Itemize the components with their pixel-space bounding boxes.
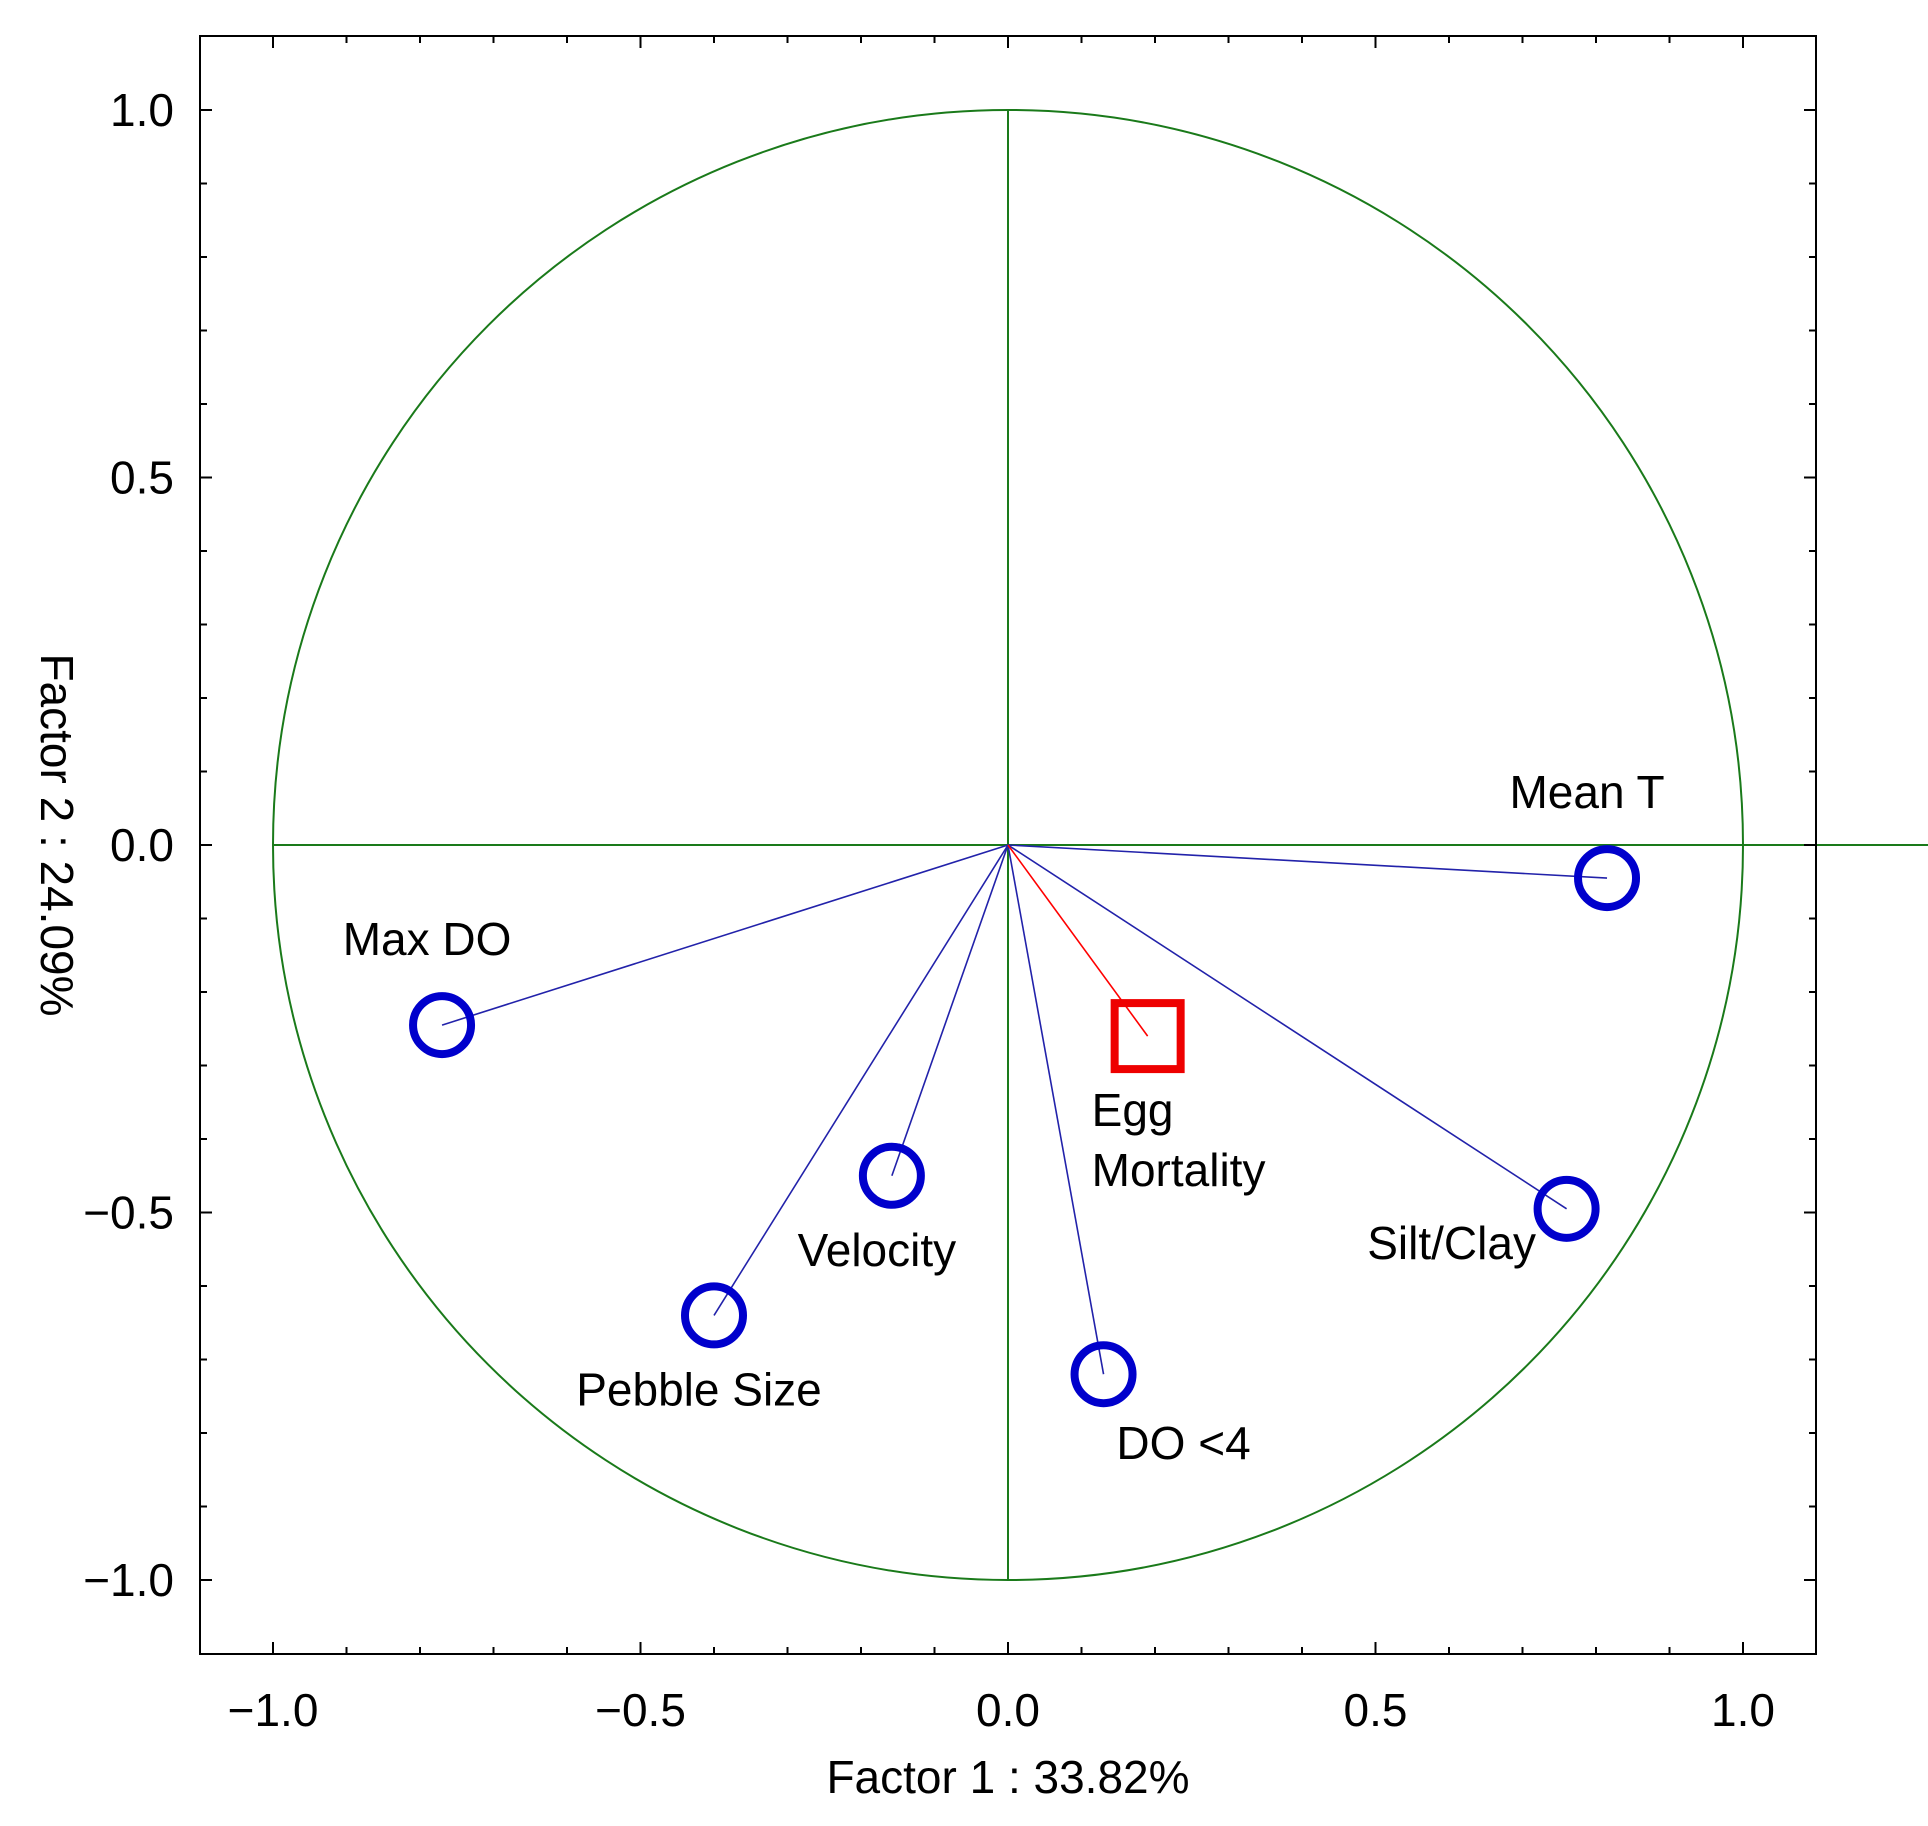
- x-axis-title: Factor 1 : 33.82%: [826, 1751, 1189, 1803]
- circle-marker-silt-clay: [1533, 1175, 1600, 1242]
- y-tick-label: 0.0: [110, 819, 174, 871]
- vector-line-max-do: [441, 844, 1009, 1026]
- vector-line-silt-clay: [1007, 844, 1568, 1210]
- point-label-mean-t: Mean T: [1509, 766, 1664, 818]
- x-tick-label: 0.5: [1344, 1684, 1408, 1736]
- circle-marker-pebble-size: [681, 1282, 747, 1349]
- vector-line-do-4: [1007, 844, 1105, 1375]
- x-tick-label: −0.5: [595, 1684, 686, 1736]
- circle-marker-max-do: [409, 992, 476, 1059]
- circle-marker-velocity: [858, 1142, 925, 1209]
- point-label-egg-mortality: Mortality: [1092, 1144, 1266, 1196]
- y-tick-label: −0.5: [83, 1187, 174, 1239]
- point-label-egg-mortality: Egg: [1092, 1084, 1174, 1136]
- point-label-silt-clay: Silt/Clay: [1367, 1217, 1536, 1269]
- point-label-max-do: Max DO: [343, 913, 512, 965]
- plot-area: [199, 35, 1928, 1655]
- vector-line-velocity: [891, 844, 1009, 1177]
- axis-ticks: −1.0 −0.5 0.0 0.5 1.0 −1.0 −0.5 0.0 0.5 1.0: [83, 36, 1816, 1736]
- vector-line-egg-mortality: [1007, 844, 1149, 1037]
- point-label-velocity: Velocity: [798, 1224, 957, 1276]
- vector-line-mean-t: [1007, 844, 1608, 879]
- chart-marks: Mean T Max DO Velocity Pebble Size DO <4 Silt…: [343, 766, 1665, 1469]
- circle-marker-do-4: [1070, 1341, 1137, 1408]
- point-label-pebble-size: Pebble Size: [576, 1363, 822, 1415]
- circle-marker-mean-t: [1574, 845, 1641, 912]
- vector-line-pebble-size: [713, 844, 1009, 1316]
- x-tick-label: 1.0: [1711, 1684, 1775, 1736]
- x-tick-label: −1.0: [228, 1684, 319, 1736]
- y-tick-label: 1.0: [110, 84, 174, 136]
- y-axis-title: Factor 2 : 24.09%: [31, 653, 83, 1016]
- y-tick-label: 0.5: [110, 452, 174, 504]
- y-tick-label: −1.0: [83, 1554, 174, 1606]
- x-tick-label: 0.0: [976, 1684, 1040, 1736]
- point-label-do-4: DO <4: [1116, 1417, 1250, 1469]
- square-marker-egg-mortality: [1110, 999, 1185, 1074]
